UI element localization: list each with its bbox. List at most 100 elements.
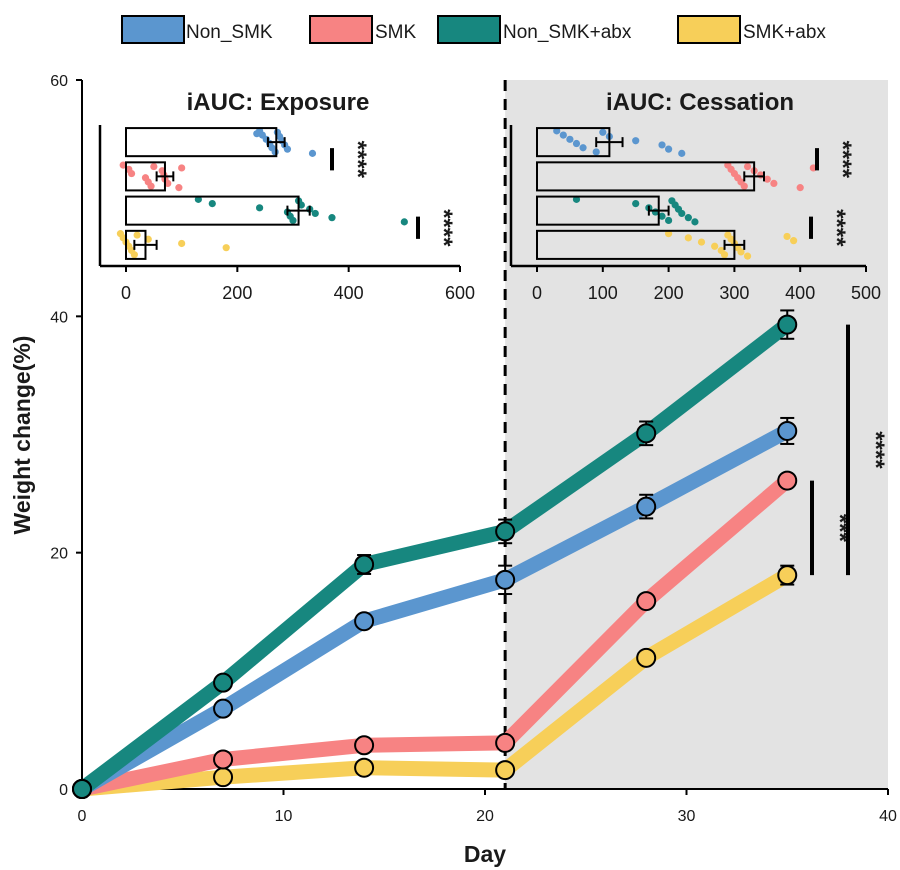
legend-label-smk: SMK bbox=[375, 22, 417, 43]
point-non-smk-abx bbox=[636, 423, 657, 444]
inset-bar-smk bbox=[536, 161, 756, 192]
inset-point-non-smk bbox=[599, 128, 607, 136]
point-non-smk-abx bbox=[495, 521, 516, 542]
inset-point-non-smk bbox=[553, 127, 561, 135]
inset-significance-label: **** bbox=[344, 141, 371, 179]
inset-x-tick-label: 400 bbox=[334, 283, 364, 303]
inset-point-smk-abx bbox=[133, 231, 141, 239]
point-non-smk bbox=[495, 569, 516, 590]
inset-point-smk-abx bbox=[684, 234, 692, 242]
inset-point-smk-abx bbox=[737, 248, 745, 256]
inset-bar-non-smk-abx bbox=[536, 195, 660, 226]
inset-point-non-smk-abx bbox=[684, 214, 692, 222]
inset-point-smk bbox=[150, 162, 158, 171]
series-line-smk-abx bbox=[81, 568, 792, 797]
x-axis-title: Day bbox=[464, 841, 506, 867]
inset-point-non-smk-abx bbox=[691, 218, 699, 226]
inset-point-non-smk-abx bbox=[289, 216, 297, 225]
legend-swatch-smk-abx bbox=[677, 15, 741, 44]
point-non-smk-abx bbox=[72, 779, 92, 799]
inset-exposure-title: iAUC: Exposure bbox=[187, 89, 370, 116]
inset-point-non-smk bbox=[572, 139, 581, 148]
inset-bar-non-smk bbox=[125, 127, 278, 158]
inset-point-smk-abx bbox=[783, 232, 791, 241]
inset-x-tick-label: 500 bbox=[851, 283, 881, 303]
point-smk bbox=[213, 749, 234, 770]
point-non-smk bbox=[354, 611, 375, 632]
legend-swatch-non-smk-abx bbox=[437, 15, 501, 44]
point-smk bbox=[636, 591, 657, 612]
inset-cessation: 0 100 200 300 400 500 **** **** bbox=[509, 125, 881, 303]
point-smk bbox=[777, 470, 798, 491]
inset-point-non-smk bbox=[678, 149, 686, 157]
y-tick-label: 0 bbox=[59, 782, 68, 799]
y-tick-label: 60 bbox=[50, 73, 68, 90]
main-significance: ******* bbox=[810, 324, 889, 576]
inset-point-smk-abx bbox=[178, 239, 186, 248]
inset-point-smk-abx bbox=[711, 242, 719, 250]
legend-swatch-non-smk bbox=[121, 15, 185, 44]
y-axis-title: Weight change(%) bbox=[9, 336, 35, 535]
series-line-non-smk-abx bbox=[77, 318, 792, 795]
inset-point-smk bbox=[796, 184, 804, 192]
inset-point-smk bbox=[147, 182, 155, 190]
x-tick-label: 30 bbox=[678, 808, 696, 825]
inset-point-smk-abx bbox=[720, 251, 729, 259]
y-tick-label: 40 bbox=[50, 309, 68, 326]
inset-point-non-smk bbox=[579, 144, 587, 152]
point-smk-abx bbox=[354, 757, 375, 778]
point-non-smk-abx bbox=[354, 554, 375, 575]
inset-point-smk bbox=[175, 184, 183, 192]
point-non-smk bbox=[777, 420, 798, 441]
inset-point-smk bbox=[178, 164, 186, 172]
inset-point-non-smk-abx bbox=[678, 209, 686, 218]
legend-label-smk-abx: SMK+abx bbox=[743, 22, 826, 43]
inset-point-non-smk bbox=[559, 131, 567, 139]
point-non-smk-abx bbox=[777, 314, 798, 335]
inset-x-tick-label: 200 bbox=[222, 283, 252, 303]
inset-point-smk bbox=[127, 169, 136, 178]
significance-label: **** bbox=[862, 431, 889, 469]
inset-x-tick-label: 200 bbox=[654, 283, 684, 303]
inset-significance-label: **** bbox=[430, 209, 457, 247]
inset-point-smk-abx bbox=[697, 238, 706, 246]
inset-point-non-smk-abx bbox=[328, 214, 336, 222]
inset-point-non-smk bbox=[658, 141, 666, 149]
inset-point-smk-abx bbox=[743, 252, 752, 260]
inset-bar-smk-abx bbox=[536, 229, 736, 260]
inset-point-smk bbox=[743, 162, 752, 171]
inset-point-smk-abx bbox=[130, 251, 138, 259]
y-tick-label: 20 bbox=[50, 546, 68, 563]
inset-x-tick-label: 0 bbox=[121, 283, 131, 303]
inset-point-non-smk-abx bbox=[208, 200, 216, 208]
inset-x-tick-label: 300 bbox=[719, 283, 749, 303]
point-smk-abx bbox=[777, 565, 798, 586]
inset-point-non-smk-abx bbox=[311, 209, 319, 218]
inset-point-non-smk-abx bbox=[572, 195, 581, 203]
inset-point-non-smk bbox=[283, 145, 292, 153]
x-tick-label: 40 bbox=[879, 808, 897, 825]
inset-point-non-smk bbox=[253, 130, 261, 138]
inset-x-tick-label: 0 bbox=[532, 283, 542, 303]
legend-label-non-smk: Non_SMK bbox=[186, 22, 273, 43]
x-tick-label: 10 bbox=[275, 808, 293, 825]
series-line-non-smk bbox=[78, 424, 791, 796]
inset-point-non-smk-abx bbox=[632, 200, 640, 208]
inset-point-smk-abx bbox=[665, 230, 673, 238]
point-smk-abx bbox=[213, 767, 234, 788]
inset-point-non-smk-abx bbox=[194, 195, 202, 203]
inset-significance-label: **** bbox=[823, 209, 850, 247]
point-non-smk bbox=[636, 496, 657, 517]
point-non-smk-abx bbox=[213, 672, 234, 693]
inset-exposure: 0 200 400 600 **** **** bbox=[98, 125, 475, 303]
inset-x-tick-label: 100 bbox=[588, 283, 618, 303]
point-smk-abx bbox=[495, 760, 516, 781]
inset-point-smk bbox=[763, 175, 771, 183]
inset-cessation-title: iAUC: Cessation bbox=[606, 89, 794, 116]
inset-point-non-smk-abx bbox=[665, 216, 673, 225]
inset-point-non-smk bbox=[665, 145, 673, 153]
inset-point-smk bbox=[770, 179, 778, 187]
inset-point-non-smk-abx bbox=[256, 204, 264, 212]
